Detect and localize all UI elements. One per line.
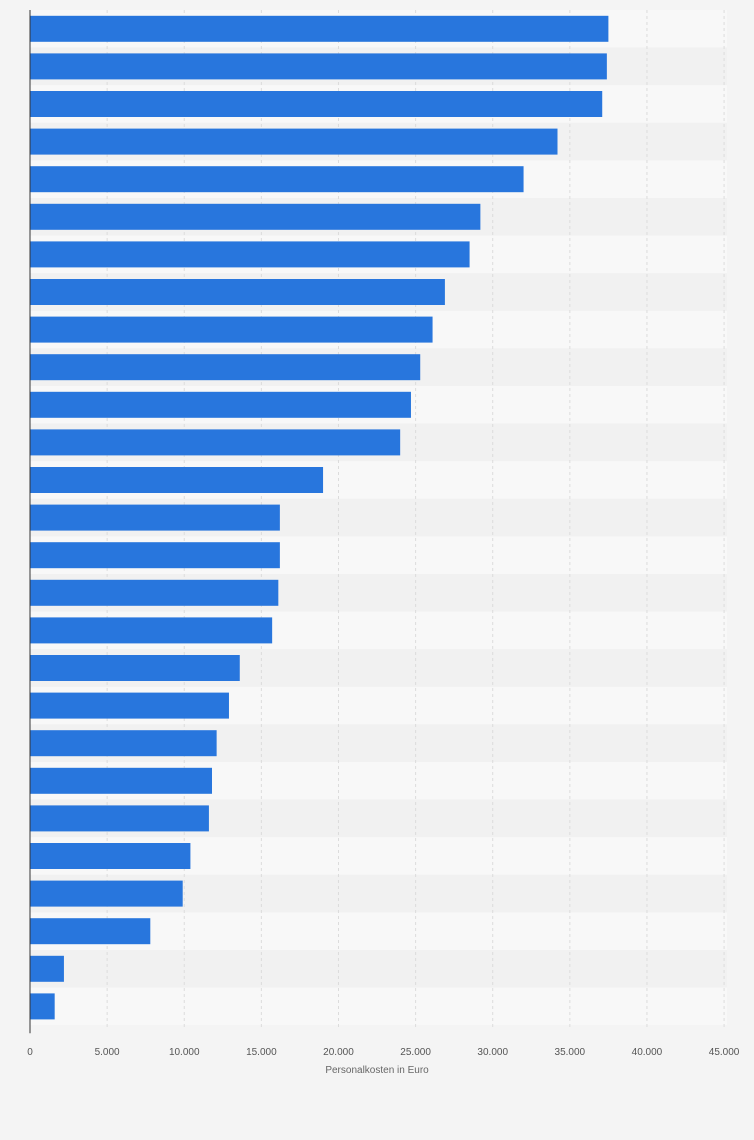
bar [30, 767, 213, 794]
bar [30, 542, 280, 569]
bar [30, 279, 445, 305]
bar [30, 354, 421, 381]
x-tick-label: 10.000 [169, 1047, 200, 1058]
bar [30, 429, 401, 456]
x-tick-label: 15.000 [246, 1047, 277, 1058]
x-tick-label: 0 [27, 1047, 33, 1058]
bar [30, 617, 273, 644]
x-tick-label: 45.000 [709, 1047, 740, 1058]
x-tick-label: 25.000 [400, 1047, 431, 1058]
bar [30, 128, 558, 155]
bar [30, 692, 229, 719]
bar [30, 918, 151, 945]
row-band [30, 987, 727, 1026]
bar [30, 579, 279, 606]
row-band [30, 950, 727, 988]
bar [30, 166, 524, 193]
bar [30, 993, 55, 1020]
x-tick-label: 20.000 [323, 1047, 354, 1058]
bar [30, 91, 603, 117]
x-tick-label: 40.000 [632, 1047, 663, 1058]
bar [30, 316, 433, 343]
bar [30, 880, 183, 907]
bar [30, 504, 280, 531]
bar [30, 805, 209, 832]
bar [30, 15, 609, 42]
x-axis-title: Personalkosten in Euro [325, 1065, 429, 1076]
x-tick-label: 30.000 [477, 1047, 508, 1058]
x-tick-label: 5.000 [95, 1047, 120, 1058]
bar [30, 843, 191, 869]
bar [30, 730, 217, 757]
bar [30, 53, 607, 80]
x-tick-labels: 0 5.000 10.000 15.000 20.000 25.000 30.000 35.0… [27, 1047, 740, 1058]
bar [30, 955, 64, 982]
x-tick-label: 35.000 [555, 1047, 586, 1058]
bar [30, 391, 411, 418]
bars [30, 15, 609, 1020]
bar [30, 203, 481, 230]
bar [30, 655, 240, 681]
bar [30, 467, 324, 493]
bar [30, 241, 470, 268]
